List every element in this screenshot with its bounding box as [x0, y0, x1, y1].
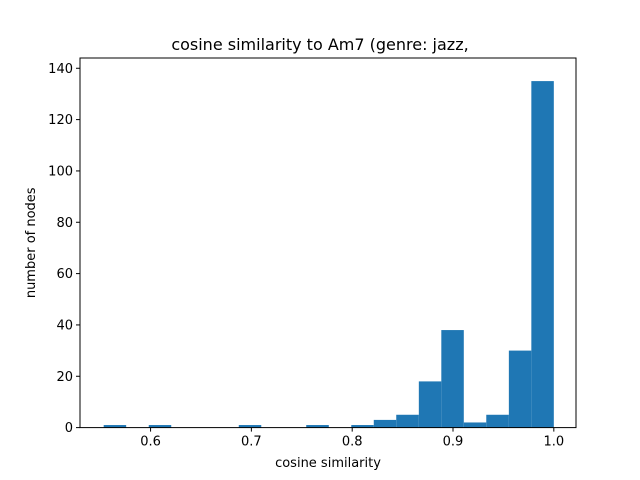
x-tick-label: 0.7 — [241, 435, 262, 450]
y-tick-label: 40 — [56, 318, 73, 333]
y-tick-label: 140 — [48, 62, 73, 77]
y-axis-ticks: 0 20 40 60 80 100 120 140 — [48, 62, 80, 436]
histogram-bar — [441, 330, 464, 428]
y-tick-label: 60 — [56, 267, 73, 282]
histogram-bar — [148, 425, 172, 428]
x-axis-label: cosine similarity — [275, 456, 381, 471]
histogram-bar — [508, 350, 532, 428]
plot-frame — [79, 57, 577, 429]
histogram-bar — [351, 425, 374, 428]
histogram-bar — [103, 425, 127, 428]
y-tick-label: 20 — [56, 370, 73, 385]
x-tick-label: 0.6 — [140, 435, 161, 450]
histogram-bar — [531, 81, 554, 428]
y-axis-label: number of nodes — [24, 187, 39, 298]
histogram-bar — [238, 425, 262, 428]
chart-title: cosine similarity to Am7 (genre: jazz, — [171, 35, 468, 54]
x-tick-label: 0.9 — [443, 435, 464, 450]
bars-group — [103, 81, 554, 428]
y-tick-label: 0 — [65, 421, 73, 436]
y-tick-label: 80 — [56, 216, 73, 231]
histogram-bar — [418, 381, 442, 428]
x-tick-label: 1.0 — [543, 435, 564, 450]
x-tick-label: 0.8 — [342, 435, 363, 450]
histogram-bar — [306, 425, 329, 428]
y-tick-label: 100 — [48, 164, 73, 179]
y-tick-label: 120 — [48, 113, 73, 128]
x-axis-ticks: 0.6 0.7 0.8 0.9 1.0 — [140, 427, 564, 450]
histogram-bar — [486, 414, 509, 428]
histogram-bar — [373, 419, 397, 428]
histogram-bar — [463, 422, 487, 428]
histogram-bar — [396, 414, 419, 428]
